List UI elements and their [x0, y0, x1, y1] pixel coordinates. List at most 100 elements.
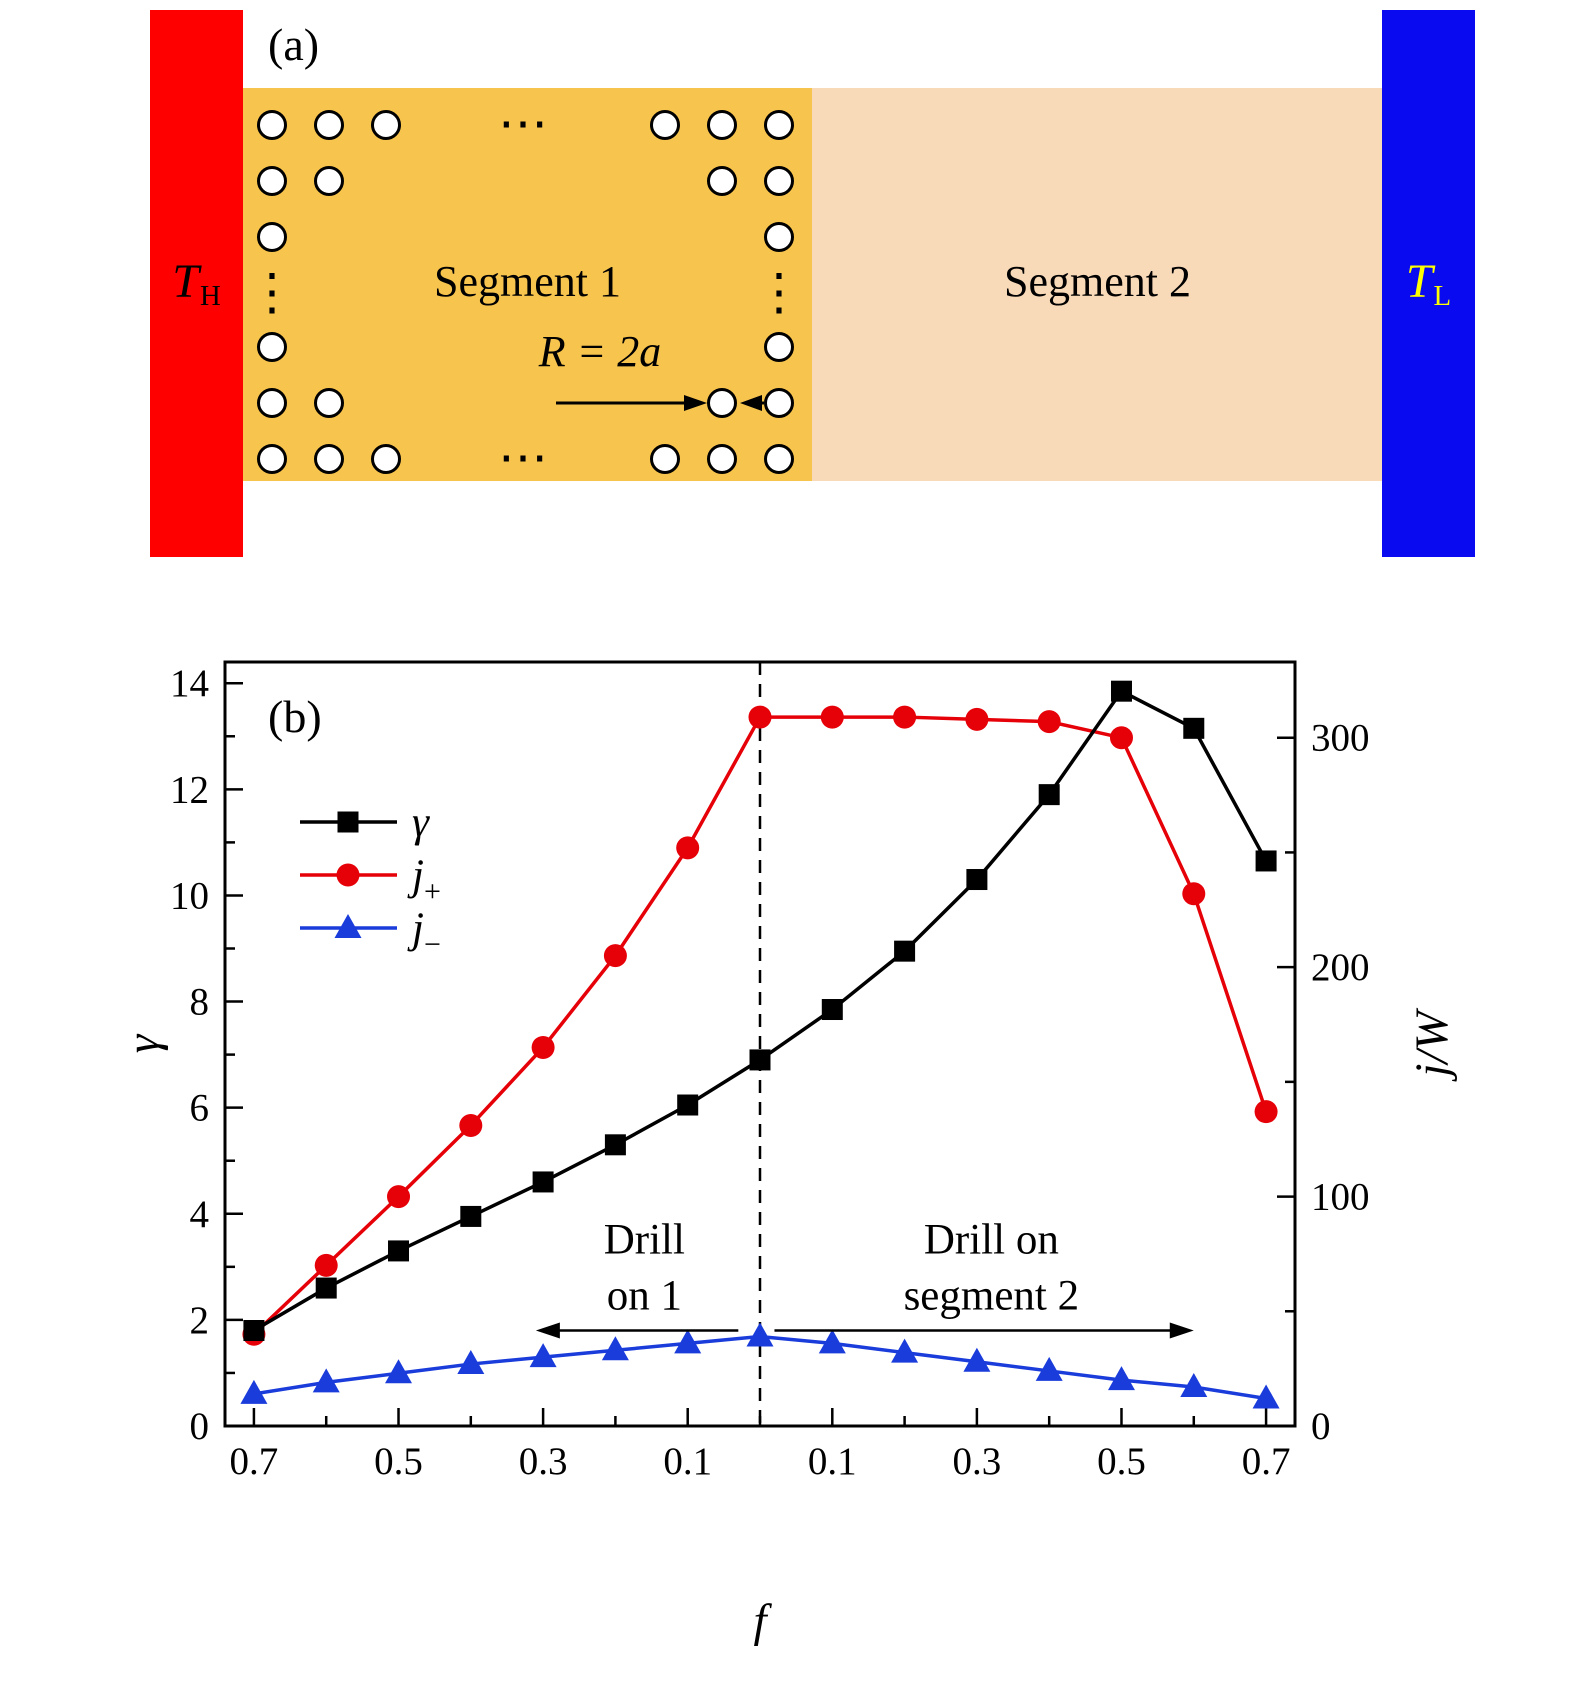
- legend-label-j-plus: j+: [407, 852, 441, 908]
- hole: [707, 166, 737, 196]
- segment-1: Segment 1: [243, 88, 812, 481]
- panel-a-label: (a): [268, 19, 320, 70]
- right-tick-label: 200: [1311, 946, 1370, 989]
- hole: [314, 166, 344, 196]
- hole: [371, 444, 401, 474]
- series-j-plus-marker: [314, 1253, 338, 1277]
- legend-marker-j-minus: [334, 914, 362, 938]
- hole: [707, 388, 737, 418]
- series-gamma-marker: [966, 869, 988, 891]
- hole: [257, 388, 287, 418]
- series-gamma-marker: [388, 1240, 410, 1262]
- series-j-plus-marker: [1109, 726, 1133, 750]
- series-j-minus-marker: [1252, 1384, 1280, 1409]
- series-j-plus-marker: [748, 705, 772, 729]
- series-j-minus-marker: [312, 1368, 340, 1393]
- annotation-arrow-head: [535, 1322, 560, 1339]
- series-j-plus-marker: [531, 1035, 555, 1059]
- cold-label-main: T: [1405, 254, 1433, 308]
- legend-label-j-minus: j−: [407, 905, 441, 961]
- series-gamma-marker: [894, 940, 916, 962]
- hole: [371, 110, 401, 140]
- segment-2: Segment 2: [812, 88, 1383, 481]
- series-j-minus-marker: [818, 1329, 846, 1354]
- x-axis-label: f: [753, 1595, 772, 1647]
- series-gamma-marker: [821, 999, 843, 1021]
- cold-reservoir: TL: [1382, 10, 1475, 557]
- left-tick-label: 10: [170, 874, 209, 917]
- legend-marker-gamma: [337, 811, 359, 833]
- series-gamma: [243, 680, 1277, 1341]
- x-tick-label: 0.5: [1097, 1440, 1146, 1483]
- hot-reservoir: TH: [150, 10, 243, 557]
- hot-label-main: T: [172, 254, 199, 308]
- left-tick-label: 12: [170, 768, 209, 811]
- annotation-arrow-head: [1169, 1322, 1194, 1339]
- right-axis-label: j/W: [1406, 1008, 1458, 1083]
- series-j-minus-marker: [529, 1343, 557, 1368]
- hole: [764, 444, 794, 474]
- hole: [707, 110, 737, 140]
- series-j-minus-marker: [891, 1338, 919, 1363]
- series-j-minus-marker: [1035, 1356, 1063, 1381]
- annotation-drill-on-1: Drill on 1: [604, 1217, 685, 1320]
- series-j-minus-marker: [601, 1336, 629, 1361]
- series-j-plus-marker: [965, 707, 989, 731]
- x-tick-label: 0.1: [663, 1440, 712, 1483]
- annotation-drill-on-segment-2: Drill on segment 2: [904, 1217, 1080, 1320]
- series-gamma-marker: [1255, 850, 1277, 872]
- series-j-plus-marker: [603, 944, 627, 968]
- legend-marker-j-plus: [336, 863, 360, 887]
- series-j-plus-marker: [820, 705, 844, 729]
- series-gamma-marker: [749, 1049, 771, 1071]
- left-tick-label: 2: [190, 1299, 210, 1342]
- left-tick-label: 6: [190, 1087, 210, 1130]
- x-tick-label: 0.3: [953, 1440, 1002, 1483]
- left-axis-label: γ: [117, 1033, 169, 1053]
- hole: [314, 444, 344, 474]
- hole: [257, 332, 287, 362]
- segment-1-label: Segment 1: [434, 257, 621, 306]
- series-j-minus-marker: [457, 1350, 485, 1375]
- left-tick-label: 0: [190, 1405, 210, 1448]
- cold-reservoir-label: TL: [1406, 254, 1451, 313]
- hole: [650, 110, 680, 140]
- legend-label-gamma: γ: [412, 799, 430, 846]
- right-tick-label: 100: [1311, 1176, 1370, 1219]
- series-j-plus-marker: [1254, 1100, 1278, 1124]
- hole-radius-label: R = 2a: [538, 327, 662, 376]
- x-tick-label: 0.7: [1242, 1440, 1291, 1483]
- hole: [764, 332, 794, 362]
- series-j-minus-marker: [1107, 1366, 1135, 1391]
- series-gamma-marker: [315, 1277, 337, 1299]
- x-tick-label: 0.7: [230, 1440, 279, 1483]
- x-tick-label: 0.3: [519, 1440, 568, 1483]
- hole: [707, 444, 737, 474]
- panel-b-label: (b): [268, 691, 322, 742]
- panel-a-schematic: (a) TH Segment 1 Segment 2 TL ⋯ ⋯ ⋮ ⋮ R …: [0, 0, 1575, 600]
- series-j-plus-marker: [1037, 710, 1061, 734]
- x-tick-label: 0.5: [374, 1440, 423, 1483]
- series-j-plus-marker: [893, 705, 917, 729]
- left-tick-label: 4: [190, 1193, 210, 1236]
- hole: [257, 110, 287, 140]
- holes-vertical-ellipsis-left: ⋮: [247, 264, 297, 320]
- series-j-minus-marker: [240, 1379, 268, 1404]
- hole: [764, 222, 794, 252]
- x-tick-label: 0.1: [808, 1440, 857, 1483]
- left-tick-label: 8: [190, 981, 210, 1024]
- series-j-minus: [240, 1322, 1280, 1409]
- hole: [764, 166, 794, 196]
- holes-ellipsis-top: ⋯: [498, 95, 552, 151]
- series-j-minus-marker: [746, 1322, 774, 1347]
- series-gamma-marker: [604, 1134, 626, 1156]
- series-gamma-marker: [1038, 784, 1060, 806]
- holes-vertical-ellipsis-right: ⋮: [754, 264, 804, 320]
- series-j-plus-marker: [459, 1113, 483, 1137]
- chart-panel-b: 0 2 4 6 8 10 12 14 0 100 200 300 0.7 0.5 0.3 0.1 0.1 0.3 0…: [117, 660, 1458, 1647]
- right-tick-label: 0: [1311, 1405, 1331, 1448]
- series-j-minus-marker: [385, 1359, 413, 1384]
- hole: [257, 222, 287, 252]
- cold-label-sub: L: [1433, 280, 1452, 313]
